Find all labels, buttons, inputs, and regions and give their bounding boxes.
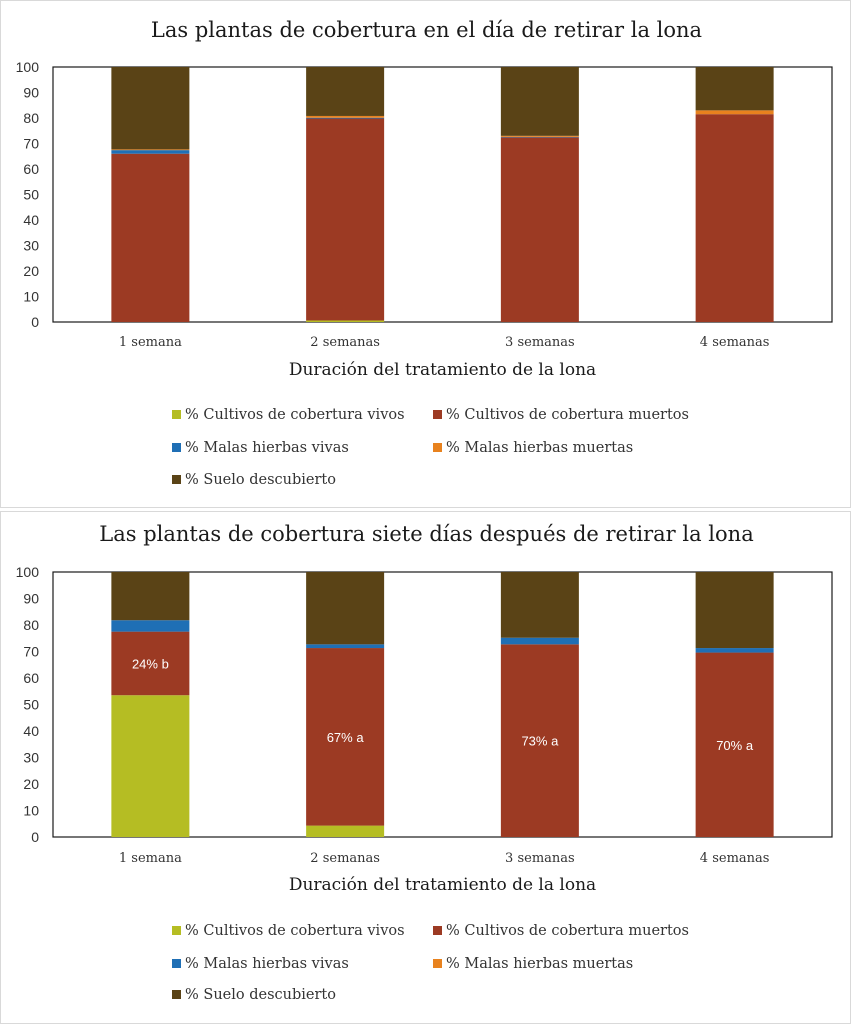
chart-title: Las plantas de cobertura siete días desp… [99,522,753,546]
bar-segment-cc-live [111,695,190,837]
y-tick-label: 0 [31,829,39,845]
legend-entry-label: % Malas hierbas muertas [446,956,633,972]
bar-segment-cc-dead [306,118,385,321]
bar-segment-cc-live [306,825,385,837]
bar-segment-cc-dead [695,652,774,837]
y-tick-label: 40 [23,723,39,739]
chart-panel-day-of-removal: Las plantas de cobertura en el día de re… [0,0,851,508]
x-tick-label: 1 semana [119,335,182,350]
bar-segment-weed-dead [306,115,385,118]
bar-segment-weed-live [500,136,579,138]
legend-swatch [172,443,181,452]
y-tick-label: 80 [23,617,39,633]
bar-segment-weed-dead [500,135,579,137]
y-tick-label: 30 [23,750,39,766]
x-tick-label: 4 semanas [700,851,770,866]
chart-title: Las plantas de cobertura en el día de re… [151,18,702,42]
legend-swatch [433,443,442,452]
bar-segment-cc-live [306,320,385,322]
y-tick-label: 100 [16,564,40,580]
bar-segment-cc-dead [695,114,774,322]
legend-entry-label: % Malas hierbas muertas [446,440,633,456]
bar-segment-weed-dead [695,110,774,115]
bar-segment-weed-live [306,644,385,649]
legend-entry-label: % Malas hierbas vivas [185,956,349,972]
y-tick-label: 100 [16,59,40,75]
y-tick-label: 50 [23,697,39,713]
y-tick-label: 20 [23,263,39,279]
bar-annotation: 73% a [521,734,559,749]
bar-segment-bare [306,572,385,645]
legend-swatch [433,410,442,419]
legend-entry-label: % Suelo descubierto [185,472,336,488]
y-tick-label: 50 [23,187,39,203]
bar-segment-cc-dead [500,644,579,837]
bar-segment-weed-live [111,150,190,154]
y-tick-label: 10 [23,803,39,819]
y-tick-label: 60 [23,161,39,177]
x-tick-label: 2 semanas [310,335,380,350]
x-tick-label: 2 semanas [310,851,380,866]
x-tick-label: 4 semanas [700,335,770,350]
bar-segment-bare [111,572,190,621]
bar-segment-weed-live [500,637,579,645]
y-tick-label: 80 [23,110,39,126]
bar-segment-weed-live [111,620,190,632]
x-axis-label: Duración del tratamiento de la lona [289,875,596,895]
legend-entry-label: % Suelo descubierto [185,987,336,1003]
y-tick-label: 40 [23,212,39,228]
bar-segment-bare [306,67,385,116]
bar-segment-weed-dead [111,149,190,151]
bar-annotation: 24% b [132,656,169,671]
y-tick-label: 90 [23,85,39,101]
y-tick-label: 10 [23,289,39,305]
legend-swatch [172,475,181,484]
legend-swatch [433,926,442,935]
bar-annotation: 70% a [716,738,754,753]
legend-swatch [172,410,181,419]
legend-entry-label: % Malas hierbas vivas [185,440,349,456]
bar-annotation: 67% a [327,730,365,745]
bar-segment-weed-live [695,648,774,653]
y-tick-label: 70 [23,644,39,660]
plot-area [52,571,833,838]
x-axis-label: Duración del tratamiento de la lona [289,360,596,380]
bar-segment-bare [695,572,774,649]
x-tick-label: 3 semanas [505,335,575,350]
legend-entry-label: % Cultivos de cobertura vivos [185,407,405,423]
legend-entry-label: % Cultivos de cobertura muertos [446,923,689,939]
bar-segment-bare [500,572,579,638]
x-tick-label: 3 semanas [505,851,575,866]
y-tick-label: 60 [23,670,39,686]
legend-swatch [433,959,442,968]
bar-segment-cc-dead [500,137,579,322]
bar-segment-bare [500,67,579,136]
y-tick-label: 90 [23,591,39,607]
y-tick-label: 70 [23,136,39,152]
chart-1-svg: Las plantas de cobertura en el día de re… [16,18,833,488]
bar-segment-cc-dead [111,153,190,322]
legend-swatch [172,926,181,935]
bar-segment-weed-live [306,117,385,119]
y-tick-label: 0 [31,314,39,330]
bar-segment-cc-dead [111,631,190,696]
plot-area [52,66,833,323]
bar-segment-cc-dead [306,648,385,826]
chart-panel-seven-days-after: Las plantas de cobertura siete días desp… [0,511,851,1024]
legend-swatch [172,990,181,999]
x-tick-label: 1 semana [119,851,182,866]
y-tick-label: 30 [23,238,39,254]
legend-entry-label: % Cultivos de cobertura vivos [185,923,405,939]
bar-segment-bare [111,67,190,150]
chart-2-svg: Las plantas de cobertura siete días desp… [16,522,833,1003]
y-tick-label: 20 [23,776,39,792]
bar-segment-bare [695,67,774,111]
legend-swatch [172,959,181,968]
legend-entry-label: % Cultivos de cobertura muertos [446,407,689,423]
